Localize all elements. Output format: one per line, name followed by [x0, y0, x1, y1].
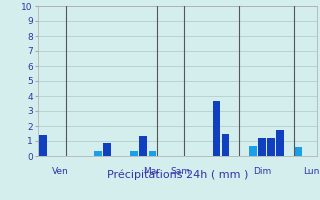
- Bar: [140, 136, 147, 156]
- Text: Ven: Ven: [52, 166, 69, 176]
- Bar: [212, 101, 220, 156]
- Bar: [130, 151, 138, 156]
- Bar: [39, 135, 47, 156]
- Bar: [94, 151, 102, 156]
- Text: Dim: Dim: [253, 166, 271, 176]
- Text: Mar: Mar: [143, 166, 160, 176]
- Bar: [267, 138, 275, 156]
- Text: Lun: Lun: [303, 166, 319, 176]
- Bar: [148, 151, 156, 156]
- Bar: [103, 142, 111, 156]
- Bar: [295, 147, 302, 156]
- Bar: [222, 134, 229, 156]
- Bar: [249, 146, 257, 156]
- X-axis label: Précipitations 24h ( mm ): Précipitations 24h ( mm ): [107, 170, 248, 180]
- Bar: [258, 138, 266, 156]
- Bar: [276, 130, 284, 156]
- Text: Sam: Sam: [171, 166, 191, 176]
